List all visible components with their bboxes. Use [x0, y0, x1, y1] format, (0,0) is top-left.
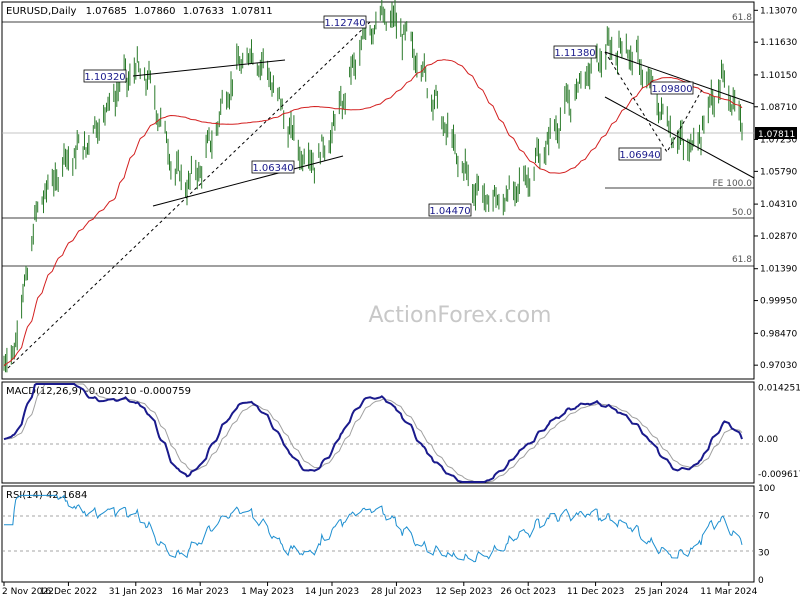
price-tick-label: 0.98470: [760, 329, 797, 339]
channel-lower: [604, 96, 755, 179]
price-panel: [1, 1, 755, 380]
price-label: 1.12740: [324, 18, 365, 29]
price-label: 1.11380: [554, 48, 595, 59]
trendline-lower-2023: [152, 155, 344, 207]
macd-tick-label: 0.014251: [758, 383, 800, 393]
price-tick-label: 1.08710: [760, 103, 797, 113]
x-tick-label: 11 Dec 2023: [567, 587, 625, 597]
fib-level-label-61-upper: 61.8: [732, 13, 752, 23]
price-label-box: [650, 81, 694, 95]
rsi-y-axis: 100 70 30 0: [758, 484, 775, 586]
x-tick-label: 31 Jan 2023: [109, 587, 163, 597]
ohlc-open: 1.07685: [86, 6, 127, 17]
ohlc-high: 1.07860: [134, 6, 175, 17]
price-label-box: [323, 15, 367, 29]
price-tick-label: 1.01390: [760, 265, 797, 275]
x-tick-label: 2 Nov 2022: [2, 587, 54, 597]
fe-level-label: FE 100.0: [713, 179, 753, 189]
macd-tick-label: 0.00: [758, 435, 778, 445]
last-price-box: [755, 127, 797, 139]
price-tick-label: 1.04310: [760, 200, 797, 210]
x-tick-label: 28 Jul 2023: [371, 587, 422, 597]
price-label: 1.09800: [651, 84, 692, 95]
fib-levels: 61.8 50.0 61.8 FE 100.0: [2, 13, 754, 267]
fib-level-label-50: 50.0: [732, 208, 752, 218]
price-labels: 1.12740 1.10320 1.11380 1.09800 1.06940 1.063…: [83, 15, 694, 217]
x-tick-label: 16 Dec 2022: [40, 587, 98, 597]
price-tick-label: 1.02870: [760, 232, 797, 242]
price-tick-label: 1.07230: [760, 136, 797, 146]
macd-label: MACD(12,26,9) -0.002210 -0.000759: [6, 386, 191, 397]
fib-level-label-61-lower: 61.8: [732, 255, 752, 265]
x-tick-label: 26 Oct 2023: [500, 587, 556, 597]
chart-header: EURUSD,Daily 1.07685 1.07860 1.07633 1.0…: [6, 6, 273, 17]
x-tick-label: 1 May 2023: [241, 587, 294, 597]
price-tick-label: 1.13070: [760, 6, 797, 16]
price-label: 1.06940: [619, 150, 660, 161]
x-tick-label: 12 Sep 2023: [435, 587, 492, 597]
x-tick-label: 16 Mar 2023: [172, 587, 229, 597]
trendline-upper-2023: [132, 59, 286, 77]
x-tick-label: 25 Jan 2024: [634, 587, 688, 597]
watermark: ActionForex.com: [369, 303, 552, 328]
rsi-tick-label: 0: [758, 576, 764, 586]
last-price-label: 1.07811: [758, 130, 795, 140]
rsi-tick-label: 30: [758, 548, 770, 558]
symbol-label: EURUSD,Daily: [6, 6, 77, 17]
macd-main-line: [3, 383, 743, 483]
moving-average-line: [3, 59, 743, 367]
channel-upper: [604, 51, 755, 105]
rsi-line: [4, 494, 743, 563]
rsi-tick-label: 70: [758, 512, 770, 522]
price-tick-label: 1.05790: [760, 167, 797, 177]
rsi-panel: [1, 485, 755, 583]
macd-tick-label: -0.009617: [758, 470, 800, 480]
price-label-box: [83, 69, 127, 83]
rsi-tick-label: 100: [758, 484, 775, 494]
price-label-box: [553, 45, 597, 59]
price-label: 1.10320: [84, 72, 125, 83]
x-tick-label: 11 Mar 2024: [700, 587, 757, 597]
price-tick-label: 1.11630: [760, 38, 797, 48]
ohlc-low: 1.07633: [183, 6, 224, 17]
x-tick-label: 14 Jun 2023: [305, 587, 359, 597]
price-label-box: [428, 203, 472, 217]
price-tick-label: 0.99950: [760, 297, 797, 307]
trend-lines: [7, 21, 755, 369]
price-tick-label: 1.10150: [760, 71, 797, 81]
ohlc-close: 1.07811: [231, 6, 272, 17]
price-label: 1.04470: [429, 206, 470, 217]
price-tick-label: 0.97030: [760, 361, 797, 371]
price-label-box: [251, 160, 295, 174]
price-label-box: [618, 147, 662, 161]
macd-y-axis: 0.014251 0.00 -0.009617: [758, 383, 800, 480]
price-y-axis: 1.13070 1.11630 1.10150 1.08710 1.07230 1.057…: [754, 6, 797, 371]
price-label: 1.06340: [252, 163, 293, 174]
